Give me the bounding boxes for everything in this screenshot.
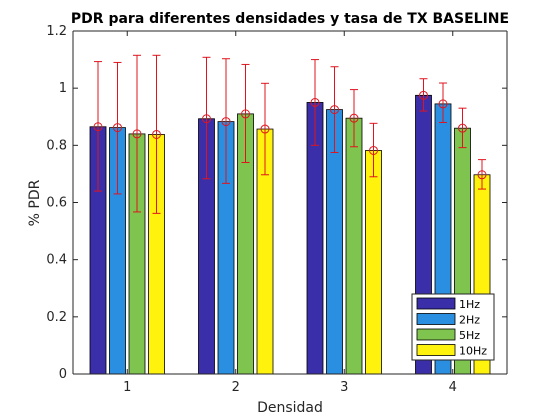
y-tick-label: 1.2 [46, 24, 67, 39]
mean-marker-2Hz-cat-2 [221, 117, 231, 127]
legend-label-1Hz: 1Hz [459, 298, 480, 311]
y-tick-label: 0 [59, 367, 67, 382]
ticks-layer: 0 0.2 0.4 0.6 0.8 1 1.2 1 2 3 4 [46, 24, 507, 395]
legend-label-2Hz: 2Hz [459, 314, 480, 327]
mean-marker-5Hz-cat-1 [132, 129, 142, 139]
y-tick-label: 0.4 [46, 253, 67, 268]
y-tick-label: 1 [59, 81, 67, 96]
mean-marker-1Hz-cat-4 [419, 90, 428, 100]
mean-marker-5Hz-cat-2 [241, 109, 250, 119]
legend-swatch-5Hz [416, 328, 456, 341]
y-tick-label: 0.8 [46, 138, 67, 153]
x-tick-label: 1 [123, 380, 131, 395]
y-axis-label: % PDR [27, 179, 43, 226]
mean-marker-1Hz-cat-3 [310, 97, 320, 107]
mean-marker-5Hz-cat-4 [458, 123, 467, 133]
mean-marker-2Hz-cat-1 [113, 123, 122, 133]
x-tick-label: 4 [449, 380, 457, 395]
bar-10Hz-cat-3 [365, 150, 382, 375]
mean-marker-1Hz-cat-2 [202, 114, 211, 124]
legend-swatch-2Hz [416, 313, 456, 325]
mean-marker-10Hz-cat-2 [260, 124, 270, 134]
mean-marker-5Hz-cat-3 [349, 113, 359, 123]
legend: 1Hz 2Hz 5Hz 10Hz [411, 293, 495, 361]
legend-label-5Hz: 5Hz [459, 329, 480, 342]
x-axis-label: Densidad [257, 400, 323, 416]
x-tick-label: 2 [232, 380, 240, 395]
legend-swatch-1Hz [416, 297, 456, 310]
bar-5Hz-cat-3 [345, 117, 363, 375]
legend-label-10Hz: 10Hz [459, 345, 487, 358]
mean-marker-10Hz-cat-4 [477, 170, 487, 180]
mean-marker-10Hz-cat-3 [369, 145, 378, 155]
mean-marker-2Hz-cat-4 [438, 99, 448, 109]
mean-marker-10Hz-cat-1 [152, 129, 161, 139]
mean-marker-1Hz-cat-1 [93, 122, 103, 132]
y-tick-label: 0.2 [46, 310, 67, 325]
chart-title: PDR para diferentes densidades y tasa de… [71, 11, 509, 27]
bars-layer [89, 94, 491, 375]
legend-swatch-10Hz [416, 344, 456, 356]
x-tick-label: 3 [340, 380, 348, 395]
y-tick-label: 0.6 [46, 196, 67, 211]
error-bars-layer [93, 54, 487, 214]
mean-marker-2Hz-cat-3 [330, 105, 339, 115]
